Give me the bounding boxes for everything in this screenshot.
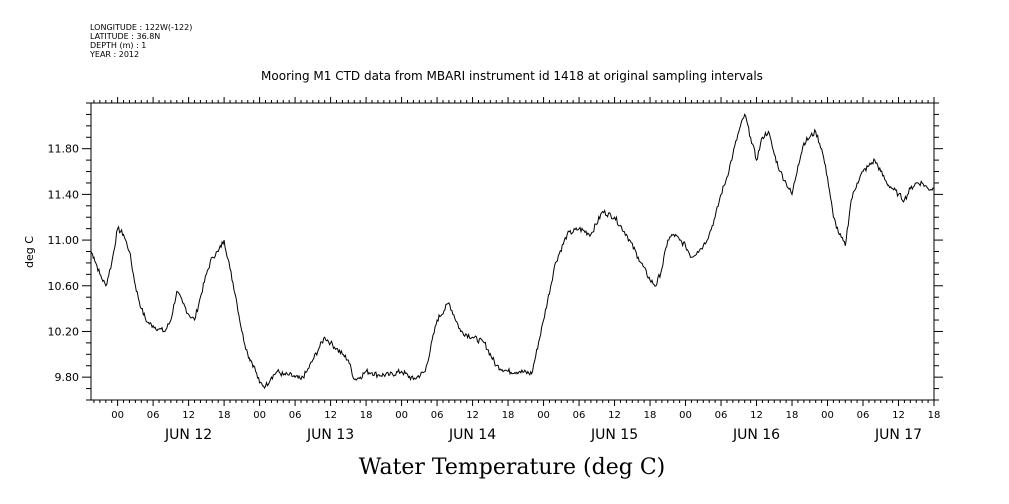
tick-labels-layer: 00 06 12 18 00 06 12 18 00 06 12 18 00 06 12 18 00 06 12 18… xyxy=(48,143,941,443)
x-tick-label: 06 xyxy=(573,410,586,421)
x-tick-label: 18 xyxy=(928,410,941,421)
y-tick-label: 11.40 xyxy=(48,188,80,201)
chart-title: Mooring M1 CTD data from MBARI instrumen… xyxy=(261,69,763,83)
ticks-layer xyxy=(82,97,943,406)
day-label: JUN 17 xyxy=(874,427,922,443)
day-label: JUN 14 xyxy=(448,427,496,443)
x-tick-label: 18 xyxy=(502,410,515,421)
x-tick-label: 00 xyxy=(111,410,124,421)
day-label: JUN 15 xyxy=(590,427,638,443)
x-tick-label: 00 xyxy=(395,410,408,421)
series-line xyxy=(90,113,935,390)
x-tick-label: 18 xyxy=(644,410,657,421)
x-tick-label: 00 xyxy=(253,410,266,421)
x-tick-label: 12 xyxy=(324,410,337,421)
y-tick-label: 9.80 xyxy=(55,371,80,384)
day-label: JUN 13 xyxy=(306,427,354,443)
x-tick-label: 00 xyxy=(679,410,692,421)
y-tick-label: 11.80 xyxy=(48,143,80,156)
series-layer xyxy=(90,113,935,390)
x-tick-label: 18 xyxy=(786,410,799,421)
y-tick-label: 11.00 xyxy=(48,234,80,247)
y-axis-label: deg C xyxy=(23,236,36,268)
x-tick-label: 12 xyxy=(466,410,479,421)
latitude-text: LATITUDE : 36.8N xyxy=(90,32,160,41)
x-tick-label: 12 xyxy=(750,410,763,421)
day-label: JUN 16 xyxy=(732,427,780,443)
depth-text: DEPTH (m) : 1 xyxy=(90,41,146,50)
day-label: JUN 12 xyxy=(164,427,212,443)
longitude-text: LONGITUDE : 122W(-122) xyxy=(90,23,192,32)
x-tick-label: 18 xyxy=(360,410,373,421)
x-tick-label: 00 xyxy=(537,410,550,421)
x-tick-label: 18 xyxy=(218,410,231,421)
x-tick-label: 12 xyxy=(608,410,621,421)
x-tick-label: 12 xyxy=(182,410,195,421)
y-tick-label: 10.20 xyxy=(48,325,80,338)
x-tick-label: 12 xyxy=(892,410,905,421)
x-tick-label: 06 xyxy=(431,410,444,421)
x-tick-label: 00 xyxy=(821,410,834,421)
x-tick-label: 06 xyxy=(715,410,728,421)
x-axis-label: Water Temperature (deg C) xyxy=(359,455,666,480)
metadata-block: LONGITUDE : 122W(-122) LATITUDE : 36.8N … xyxy=(89,23,192,59)
x-tick-label: 06 xyxy=(147,410,160,421)
y-tick-label: 10.60 xyxy=(48,280,80,293)
x-tick-label: 06 xyxy=(857,410,870,421)
x-tick-label: 06 xyxy=(289,410,302,421)
year-text: YEAR : 2012 xyxy=(89,50,139,59)
